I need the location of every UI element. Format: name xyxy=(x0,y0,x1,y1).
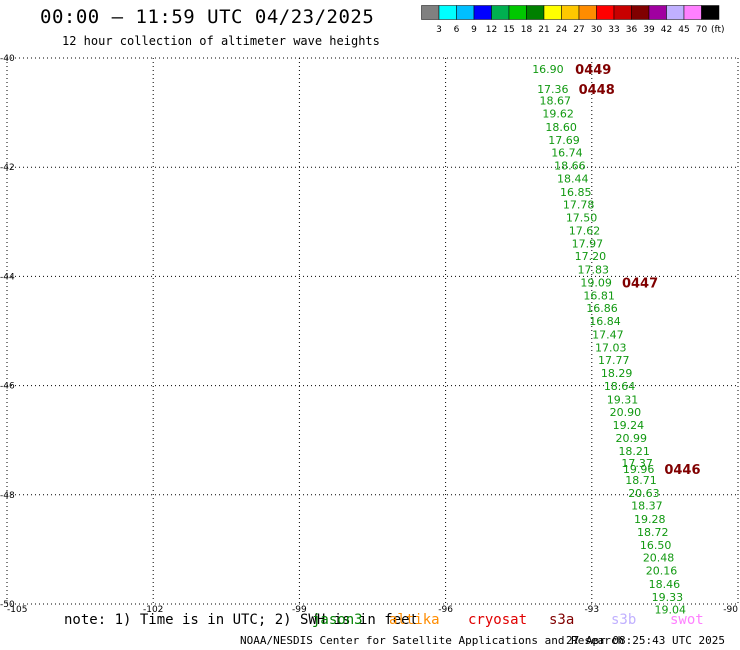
wave-height-label: 17.78 xyxy=(563,198,595,211)
colorbar-label: 12 xyxy=(486,25,497,35)
legend-s3a: s3a xyxy=(549,612,575,628)
wave-height-label: 19.09 xyxy=(580,276,612,289)
wave-height-label: 17.03 xyxy=(595,341,627,354)
wave-height-label: 19.96 xyxy=(623,463,655,476)
wave-height-label: 19.33 xyxy=(652,591,684,604)
chart-title: 00:00 – 11:59 UTC 04/23/2025 xyxy=(40,6,375,28)
wave-height-label: 18.37 xyxy=(631,500,663,513)
x-tick-label: -99 xyxy=(292,605,307,615)
wave-height-colorbar: 3 6 9 12 15 18 21 24 27 30 33 36 39 42 45 70 (ft) xyxy=(421,5,725,35)
pass-time-label: 0447 xyxy=(622,276,658,291)
colorbar-label: 30 xyxy=(591,25,603,35)
colorbar-label: 6 xyxy=(454,25,460,35)
colorbar-label: 3 xyxy=(436,25,442,35)
y-tick-label: -46 xyxy=(0,382,15,392)
wave-height-label: 18.44 xyxy=(557,173,589,186)
colorbar-label: 42 xyxy=(661,25,672,35)
y-tick-label: -42 xyxy=(0,163,15,173)
legend-s3b: s3b xyxy=(611,612,637,628)
credit-text: NOAA/NESDIS Center for Satellite Applica… xyxy=(240,634,625,647)
wave-height-label: 16.84 xyxy=(589,315,621,328)
colorbar-swatch xyxy=(701,5,720,20)
wave-height-label: 20.90 xyxy=(610,406,642,419)
colorbar-label: 9 xyxy=(471,25,477,35)
wave-height-label: 16.74 xyxy=(551,146,583,159)
colorbar-label: 15 xyxy=(503,25,514,35)
footer-note: note: 1) Time is in UTC; 2) SWH is in fe… xyxy=(64,612,419,628)
wave-height-label: 18.67 xyxy=(540,95,572,108)
colorbar-label: 36 xyxy=(626,25,638,35)
wave-height-label: 16.86 xyxy=(586,302,618,315)
pass-time-label: 0448 xyxy=(579,83,615,98)
legend-swot: swot xyxy=(670,612,704,628)
wave-height-label: 18.71 xyxy=(625,474,657,487)
y-tick-label: -40 xyxy=(0,54,15,64)
wave-height-label: 19.62 xyxy=(542,108,574,121)
wave-height-label: 17.47 xyxy=(592,328,624,341)
x-tick-label: -90 xyxy=(723,605,738,615)
x-tick-label: -102 xyxy=(143,605,163,615)
wave-height-label: 17.50 xyxy=(566,211,598,224)
x-tick-label: -105 xyxy=(7,605,27,615)
wave-height-label: 17.83 xyxy=(578,263,610,276)
wave-height-label: 19.24 xyxy=(613,419,645,432)
pass-time-label: 0449 xyxy=(575,63,611,78)
colorbar-label: 27 xyxy=(573,25,584,35)
legend-cryosat: cryosat xyxy=(468,612,528,628)
colorbar-label: 24 xyxy=(556,25,568,35)
y-tick-label: -48 xyxy=(0,491,15,501)
wave-height-label: 17.20 xyxy=(575,250,607,263)
colorbar-label: 70 xyxy=(696,25,708,35)
wave-height-label: 17.69 xyxy=(548,134,580,147)
wave-height-label: 16.90 xyxy=(532,63,564,76)
wave-height-label: 17.62 xyxy=(569,225,601,238)
wave-height-label: 18.64 xyxy=(604,380,636,393)
wave-height-label: 20.63 xyxy=(628,487,660,500)
x-tick-label: -96 xyxy=(438,605,453,615)
wave-height-label: 17.77 xyxy=(598,354,630,367)
colorbar-label: 45 xyxy=(678,25,689,35)
wave-height-label: 18.66 xyxy=(554,160,586,173)
wave-height-label: 18.72 xyxy=(637,526,669,539)
y-tick-label: -44 xyxy=(0,272,15,282)
wave-height-label: 17.97 xyxy=(572,238,604,251)
wave-height-label: 17.37 xyxy=(621,457,653,470)
generated-timestamp: 27 Apr 08:25:43 UTC 2025 xyxy=(566,634,725,647)
wave-height-label: 19.31 xyxy=(607,393,639,406)
wave-height-label: 17.36 xyxy=(537,83,569,96)
chart-subtitle: 12 hour collection of altimeter wave hei… xyxy=(62,34,380,48)
wave-height-label: 18.60 xyxy=(545,121,577,134)
wave-height-label: 18.21 xyxy=(618,445,650,458)
wave-height-label: 20.16 xyxy=(646,565,678,578)
legend-jason3: jason3 xyxy=(312,612,363,628)
wave-height-label: 18.29 xyxy=(601,367,633,380)
colorbar-unit: (ft) xyxy=(711,25,725,35)
wave-height-label: 20.48 xyxy=(643,552,675,565)
wave-height-label: 16.81 xyxy=(583,290,615,303)
x-tick-label: -93 xyxy=(584,605,599,615)
wave-height-label: 16.50 xyxy=(640,539,672,552)
colorbar-label: 33 xyxy=(608,25,619,35)
colorbar-label: 18 xyxy=(521,25,533,35)
pass-time-label: 0446 xyxy=(664,463,700,478)
wave-height-label: 19.28 xyxy=(634,513,666,526)
colorbar-label: 21 xyxy=(538,25,549,35)
wave-height-label: 19.04 xyxy=(655,603,687,616)
colorbar-label: 39 xyxy=(643,25,655,35)
legend-altika: altika xyxy=(389,612,440,628)
wave-height-label: 20.99 xyxy=(616,432,648,445)
wave-height-label: 18.46 xyxy=(649,578,681,591)
y-tick-label: -50 xyxy=(0,600,15,610)
wave-height-label: 16.85 xyxy=(560,186,592,199)
